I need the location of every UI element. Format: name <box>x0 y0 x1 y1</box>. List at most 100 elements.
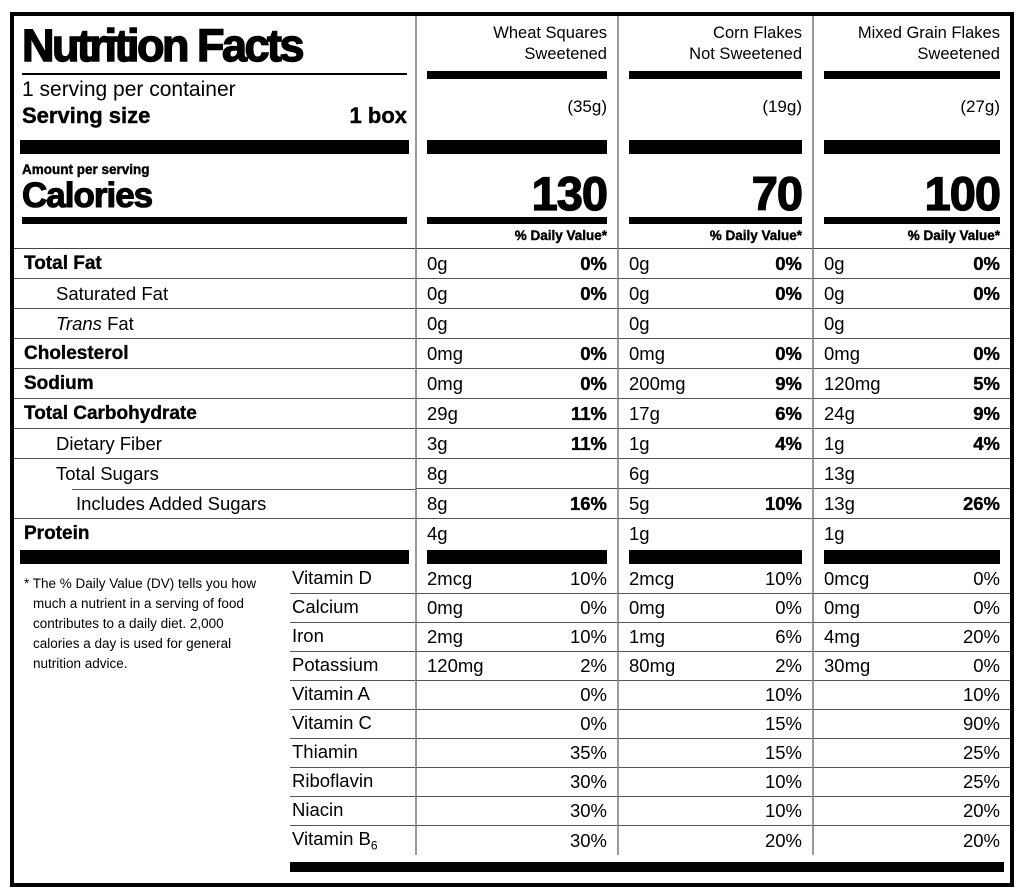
vitamin-rows: Vitamin D 2mcg 10% 2mcg 10% 0mcg 0% <box>14 565 1010 855</box>
calories-column-2: 70 % Daily Value* <box>617 154 812 249</box>
nutrient-cell-2: 200mg 9% <box>617 369 812 399</box>
nutrient-row: Total Fat 0g 0% 0g 0% 0g 0% <box>14 249 1010 279</box>
vitamin-cell-2: 80mg 2% <box>617 652 812 681</box>
vitamin-row: Vitamin D 2mcg 10% 2mcg 10% 0mcg 0% <box>14 565 1010 594</box>
vitamin-cell-1: 120mg 2% <box>415 652 617 681</box>
vitamin-name: Niacin <box>290 797 415 826</box>
nutrient-cell-3: 1g 4% <box>812 429 1010 459</box>
calories-label-section: Amount per serving Calories <box>14 154 415 249</box>
daily-value-footnote: * The % Daily Value (DV) tells you how m… <box>24 576 257 671</box>
vitamin-cell-3: 0mcg 0% <box>812 565 1010 594</box>
nutrient-cell-3: 120mg 5% <box>812 369 1010 399</box>
serving-weight: (19g) <box>762 96 802 116</box>
nutrient-row: Trans Fat 0g 0g 0g <box>14 309 1010 339</box>
nutrient-name: Total Sugars <box>14 459 415 490</box>
vitamin-cell-3: 30mg 0% <box>812 652 1010 681</box>
serving-size-label: Serving size <box>22 102 151 128</box>
calories-label: Calories <box>21 176 153 215</box>
serving-size-value: 1 box <box>349 102 407 128</box>
nutrient-cell-2: 0g <box>617 309 812 339</box>
vitamin-cell-1: 2mg 10% <box>415 623 617 652</box>
nutrient-cell-2: 0mg 0% <box>617 339 812 369</box>
vitamin-cell-1: 30% <box>415 797 617 826</box>
serving-weight: (27g) <box>960 96 1000 116</box>
nutrient-cell-2: 17g 6% <box>617 399 812 429</box>
nutrient-cell-1: 0mg 0% <box>415 369 617 399</box>
nutrient-cell-2: 5g 10% <box>617 489 812 519</box>
vitamin-name: Vitamin C <box>290 710 415 739</box>
nutrient-cell-2: 6g <box>617 459 812 489</box>
vitamin-cell-2: 20% <box>617 826 812 855</box>
calories-value: 70 <box>751 166 804 220</box>
thin-black-bar <box>629 70 802 79</box>
daily-value-header: % Daily Value* <box>514 228 607 243</box>
nutrient-name: Sodium <box>14 369 415 399</box>
vitamin-cell-3: 90% <box>812 710 1010 739</box>
vitamin-cell-3: 20% <box>812 826 1010 855</box>
vitamin-cell-2: 0mg 0% <box>617 594 812 623</box>
vitamin-name: Iron <box>290 623 415 652</box>
nutrient-cell-1: 8g 16% <box>415 489 617 519</box>
nutrient-cell-2: 1g <box>617 519 812 549</box>
vitamin-cell-2: 15% <box>617 710 812 739</box>
nutrient-row: Cholesterol 0mg 0% 0mg 0% 0mg 0% <box>14 339 1010 369</box>
serving-weight: (35g) <box>567 96 607 116</box>
vitamin-name: Calcium <box>290 594 415 623</box>
nutrient-cell-3: 0g 0% <box>812 279 1010 309</box>
nutrient-cell-1: 29g 11% <box>415 399 617 429</box>
vitamin-cell-3: 25% <box>812 739 1010 768</box>
medium-bar <box>22 217 407 224</box>
nutrient-cell-3: 24g 9% <box>812 399 1010 429</box>
vitamin-row: Calcium 0mg 0% 0mg 0% 0mg 0% <box>14 594 1010 623</box>
nutrient-cell-3: 13g 26% <box>812 489 1010 519</box>
bottom-thick-bar <box>290 862 1004 872</box>
nutrient-cell-2: 1g 4% <box>617 429 812 459</box>
vitamin-row: Niacin 30% 10% 20% <box>14 797 1010 826</box>
nutrient-cell-3: 0mg 0% <box>812 339 1010 369</box>
nutrient-cell-1: 0g 0% <box>415 249 617 279</box>
nutrient-row: Total Sugars 8g 6g 13g <box>14 459 1010 490</box>
servings-per-container: 1 serving per container <box>22 77 236 101</box>
nutrient-cell-1: 0mg 0% <box>415 339 617 369</box>
medium-bar <box>824 217 1000 224</box>
vitamin-row: Vitamin C 0% 15% 90% <box>14 710 1010 739</box>
nutrition-facts-label: Nutrition Facts 1 serving per container … <box>10 12 1014 887</box>
medium-bar <box>427 217 607 224</box>
product-name: Wheat Squares Sweetened <box>493 24 607 64</box>
serving-size-row: Serving size 1 box <box>22 103 407 129</box>
vitamin-row: Iron 2mg 10% 1mg 6% 4mg 20% <box>14 623 1010 652</box>
vitamin-row: Vitamin B6 30% 20% 20% <box>14 826 1010 855</box>
vitamin-cell-1: 0mg 0% <box>415 594 617 623</box>
daily-value-header: % Daily Value* <box>907 228 1000 243</box>
nutrient-name: Dietary Fiber <box>14 429 415 459</box>
vitamin-cell-3: 20% <box>812 797 1010 826</box>
nutrient-name: Includes Added Sugars <box>14 489 415 519</box>
product-column-header-2: Corn Flakes Not Sweetened (19g) <box>617 16 812 154</box>
thick-bar <box>824 140 1000 154</box>
vitamin-name: Vitamin B6 <box>292 828 378 853</box>
nutrient-row: Sodium 0mg 0% 200mg 9% 120mg 5% <box>14 369 1010 399</box>
vitamin-cell-2: 10% <box>617 768 812 797</box>
product-column-header-3: Mixed Grain Flakes Sweetened (27g) <box>812 16 1010 154</box>
vitamin-cell-1: 0% <box>415 710 617 739</box>
nutrient-cell-3: 0g 0% <box>812 249 1010 279</box>
nutrient-name: Total Carbohydrate <box>14 399 415 429</box>
separator-band <box>14 549 1010 565</box>
calories-column-3: 100 % Daily Value* <box>812 154 1010 249</box>
vitamin-name: Vitamin A <box>290 681 415 710</box>
amount-per-serving-label: Amount per serving <box>22 162 150 177</box>
nutrient-cell-1: 8g <box>415 459 617 489</box>
vitamin-name: Thiamin <box>290 739 415 768</box>
daily-value-header: % Daily Value* <box>709 228 802 243</box>
thin-black-bar <box>427 70 607 79</box>
vitamin-cell-1: 35% <box>415 739 617 768</box>
vitamin-cell-1: 0% <box>415 681 617 710</box>
nutrient-row: Protein 4g 1g 1g <box>14 519 1010 549</box>
vitamin-row: Potassium 120mg 2% 80mg 2% 30mg 0% <box>14 652 1010 681</box>
nutrient-row: Includes Added Sugars 8g 16% 5g 10% 13g … <box>14 489 1010 519</box>
nutrient-name: Trans Fat <box>14 309 415 339</box>
product-column-header-1: Wheat Squares Sweetened (35g) <box>415 16 617 154</box>
nutrient-cell-3: 0g <box>812 309 1010 339</box>
vitamin-cell-2: 2mcg 10% <box>617 565 812 594</box>
thick-bar <box>427 140 607 154</box>
